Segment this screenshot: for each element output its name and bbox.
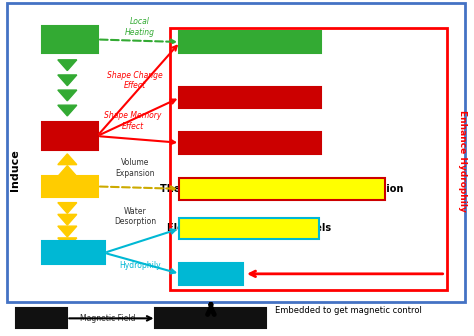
FancyBboxPatch shape xyxy=(42,122,98,150)
FancyBboxPatch shape xyxy=(179,263,243,285)
FancyBboxPatch shape xyxy=(179,218,319,239)
Polygon shape xyxy=(58,154,77,165)
Text: Hydrogels: Hydrogels xyxy=(183,269,239,279)
Polygon shape xyxy=(58,203,77,213)
Polygon shape xyxy=(58,90,77,101)
Text: Heat: Heat xyxy=(51,129,89,143)
FancyBboxPatch shape xyxy=(155,308,266,328)
Text: Shape Change
Effect: Shape Change Effect xyxy=(107,71,163,90)
Polygon shape xyxy=(58,226,77,237)
Polygon shape xyxy=(58,60,77,71)
FancyBboxPatch shape xyxy=(179,132,321,154)
Text: Magnet: Magnet xyxy=(19,313,64,323)
FancyBboxPatch shape xyxy=(42,26,98,53)
Text: Induce: Induce xyxy=(10,149,20,191)
Text: Electro: Electro xyxy=(48,181,92,192)
Text: Thermal Expansion or Phase Transformation: Thermal Expansion or Phase Transformatio… xyxy=(160,184,404,194)
Polygon shape xyxy=(58,166,77,176)
FancyBboxPatch shape xyxy=(42,241,105,264)
Text: Volume
Expansion: Volume Expansion xyxy=(115,158,155,178)
Text: Embedded to get magnetic control: Embedded to get magnetic control xyxy=(275,306,422,315)
Polygon shape xyxy=(58,75,77,86)
FancyBboxPatch shape xyxy=(7,3,465,302)
FancyBboxPatch shape xyxy=(179,87,321,108)
Text: Shape Memory Polymers: Shape Memory Polymers xyxy=(182,37,318,47)
FancyBboxPatch shape xyxy=(179,178,385,200)
Text: High Thermal Expansion Materials: High Thermal Expansion Materials xyxy=(155,138,345,148)
Text: Moisture: Moisture xyxy=(43,246,104,259)
Text: Electro Responsive Hydrogels: Electro Responsive Hydrogels xyxy=(167,223,331,234)
Text: Water
Desorption: Water Desorption xyxy=(114,207,156,226)
Text: Shape Memory Polymers, Metals...: Shape Memory Polymers, Metals... xyxy=(155,92,346,102)
FancyBboxPatch shape xyxy=(179,31,321,53)
FancyBboxPatch shape xyxy=(42,176,98,197)
Polygon shape xyxy=(58,177,77,188)
Text: Photo: Photo xyxy=(49,33,91,46)
Polygon shape xyxy=(58,238,77,249)
Text: Shape Memory
Effect: Shape Memory Effect xyxy=(104,111,162,131)
FancyBboxPatch shape xyxy=(16,308,67,328)
Polygon shape xyxy=(58,214,77,225)
Text: Magnetic Field: Magnetic Field xyxy=(80,314,136,323)
Text: Hydrophily: Hydrophily xyxy=(119,261,161,270)
Text: Magnetic Nanoparticales: Magnetic Nanoparticales xyxy=(142,313,280,323)
Text: Enhance Hydrophily: Enhance Hydrophily xyxy=(458,110,466,212)
Text: Local
Heating: Local Heating xyxy=(125,17,155,37)
Polygon shape xyxy=(58,105,77,116)
